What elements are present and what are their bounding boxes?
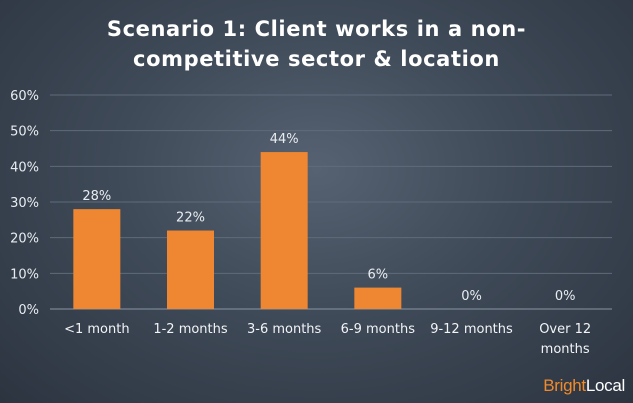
data-label: 22% — [176, 211, 205, 226]
data-label: 0% — [555, 289, 576, 304]
y-tick-label: 30% — [10, 196, 39, 211]
y-tick-label: 40% — [10, 160, 39, 175]
brand-part-1: Bright — [543, 376, 586, 395]
category-label: 6-9 months — [341, 322, 416, 337]
category-label: <1 month — [64, 322, 130, 337]
bar — [260, 152, 308, 309]
brand-part-2: Local — [585, 376, 625, 395]
bar — [73, 209, 121, 309]
brightlocal-logo: BrightLocal — [543, 376, 625, 396]
y-tick-label: 60% — [10, 89, 39, 104]
y-tick-label: 10% — [10, 267, 39, 282]
chart-title-line-2: competitive sector & location — [133, 47, 500, 71]
y-tick-label: 0% — [18, 303, 39, 318]
data-label: 28% — [82, 189, 111, 204]
data-label: 6% — [368, 268, 389, 283]
bar — [354, 287, 402, 309]
category-label: 3-6 months — [247, 322, 322, 337]
chart-title-line-1: Scenario 1: Client works in a non- — [106, 17, 527, 41]
bar — [167, 230, 214, 309]
category-label: months — [541, 342, 590, 357]
y-tick-label: 20% — [10, 232, 39, 247]
chart-title: Scenario 1: Client works in a non- compe… — [0, 14, 633, 74]
category-label: 1-2 months — [153, 322, 228, 337]
data-label: 0% — [461, 289, 482, 304]
data-label: 44% — [270, 132, 299, 147]
category-label: 9-12 months — [430, 322, 513, 337]
y-tick-label: 50% — [10, 125, 39, 140]
category-label: Over 12 — [539, 322, 591, 337]
